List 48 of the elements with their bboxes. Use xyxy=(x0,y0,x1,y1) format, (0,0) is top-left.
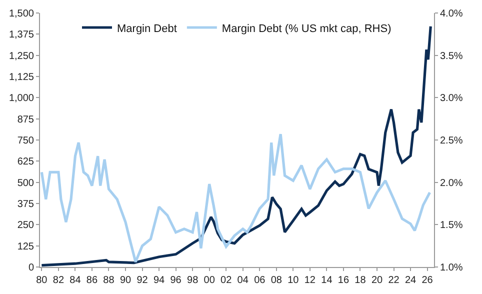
x-tick-label: 06 xyxy=(254,275,266,286)
y-tick-label: 1,500 xyxy=(8,8,34,20)
y2-tick-label: 2.5% xyxy=(440,136,463,146)
x-tick-label: 92 xyxy=(136,275,148,286)
x-tick-label: 84 xyxy=(70,275,82,286)
y2-tick-label: 2.0% xyxy=(440,178,463,189)
x-tick-label: 80 xyxy=(36,275,48,286)
y2-tick-label: 1.0% xyxy=(440,262,463,274)
y-tick-label: 625 xyxy=(17,156,34,168)
x-tick-label: 98 xyxy=(187,275,199,286)
x-tick-label: 86 xyxy=(86,275,98,286)
y-tick-label: 1,000 xyxy=(8,93,34,104)
y-tick-label: 1,250 xyxy=(8,50,34,62)
x-tick-label: 96 xyxy=(170,275,182,286)
x-tick-label: 10 xyxy=(288,275,300,286)
x-tick-label: 20 xyxy=(371,275,383,286)
y-tick-label: 375 xyxy=(17,199,34,210)
y-tick-label: 500 xyxy=(17,178,34,189)
legend-label: Margin Debt xyxy=(117,22,177,35)
y-tick-label: 1,125 xyxy=(8,72,34,83)
x-tick-label: 02 xyxy=(220,275,232,286)
x-tick-label: 26 xyxy=(422,275,434,286)
y-tick-label: 125 xyxy=(17,241,34,252)
y-tick-label: 1,375 xyxy=(8,30,34,41)
x-tick-label: 90 xyxy=(120,275,132,286)
x-tick-label: 00 xyxy=(204,275,216,286)
x-tick-label: 24 xyxy=(404,275,417,286)
y-tick-label: 750 xyxy=(17,136,34,146)
x-tick-label: 88 xyxy=(103,275,115,286)
x-tick-label: 04 xyxy=(237,275,249,286)
x-tick-label: 18 xyxy=(354,275,366,286)
x-tick-label: 94 xyxy=(153,275,166,286)
x-tick-label: 16 xyxy=(338,275,350,286)
legend-label: Margin Debt (% US mkt cap, RHS) xyxy=(222,22,392,35)
y2-tick-label: 1.5% xyxy=(440,220,463,232)
y2-tick-label: 3.5% xyxy=(440,50,463,62)
line-series xyxy=(40,25,432,267)
line-series xyxy=(40,132,432,264)
x-tick-label: 12 xyxy=(304,275,316,286)
x-tick-label: 08 xyxy=(270,275,282,286)
x-tick-label: 22 xyxy=(388,275,400,286)
y2-tick-label: 3.0% xyxy=(440,93,463,104)
x-tick-label: 14 xyxy=(321,275,333,286)
y-tick-label: 250 xyxy=(17,220,34,232)
y2-tick-label: 4.0% xyxy=(440,8,463,20)
x-tick-label: 82 xyxy=(52,275,64,286)
y-tick-label: 875 xyxy=(17,114,34,126)
y-tick-label: 0 xyxy=(28,262,34,274)
